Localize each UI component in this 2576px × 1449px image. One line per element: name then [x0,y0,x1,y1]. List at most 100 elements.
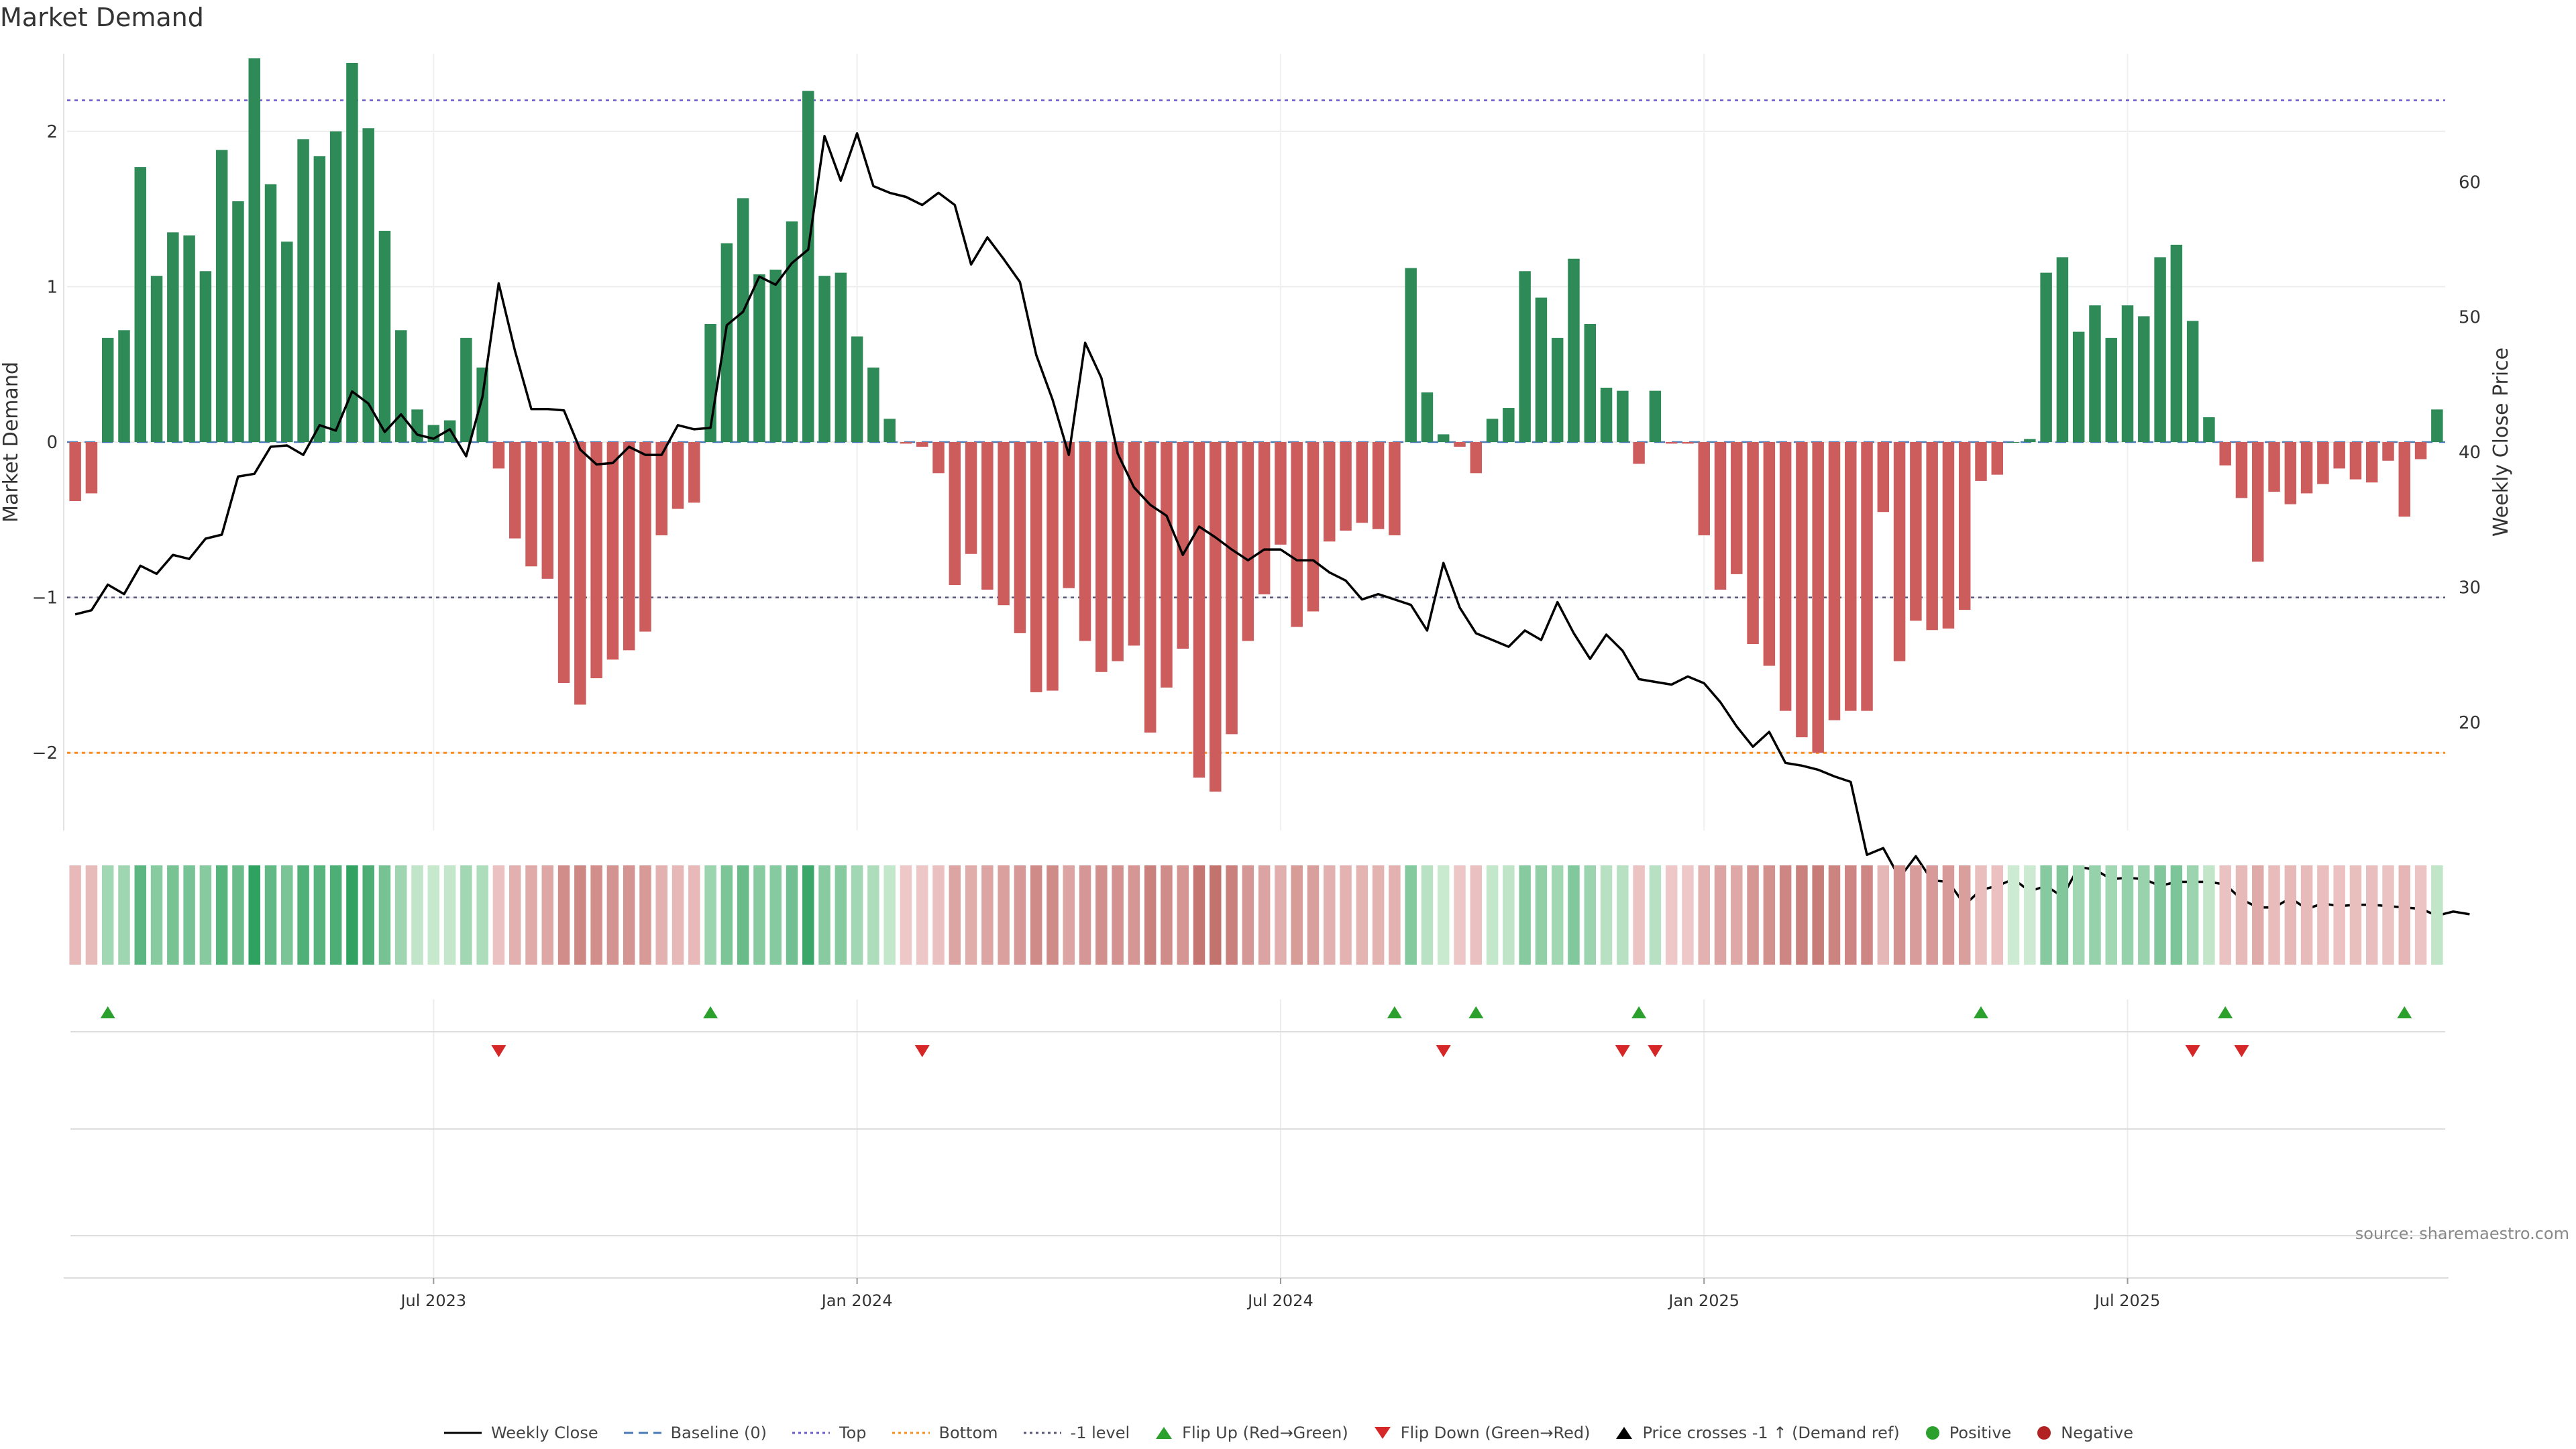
demand-bar [981,442,994,590]
flip-down-marker [1615,1045,1630,1057]
y2-tick-label: 60 [2459,172,2481,193]
y-tick-label: −2 [32,743,58,763]
strip-cell [835,865,847,965]
strip-cell [2431,865,2443,965]
demand-bar [1584,323,1596,442]
strip-cell [623,865,635,965]
strip-cell [2154,865,2166,965]
demand-bar [2398,442,2411,517]
demand-bar [835,272,847,442]
strip-cell [590,865,602,965]
flip-down-marker [491,1045,506,1057]
demand-bar [378,231,391,442]
demand-bar [883,419,896,442]
flip-up-marker [1468,1006,1484,1018]
demand-bar [1372,442,1385,529]
demand-bar [525,442,537,567]
strip-cell [1421,865,1434,965]
demand-bar [264,184,277,442]
demand-bar [2365,442,2378,483]
demand-bar [965,442,977,554]
strip-cell [362,865,374,965]
demand-bar [1079,442,1091,641]
strip-cell [1731,865,1743,965]
flip-up-marker [2397,1006,2412,1018]
strip-cell [1877,865,1890,965]
strip-cell [2235,865,2248,965]
strip-cell [1389,865,1401,965]
strip-cell [85,865,98,965]
demand-bar [492,442,505,469]
legend-item-price-cross: Price crosses -1 ↑ (Demand ref) [1614,1424,1900,1442]
demand-bar [541,442,554,579]
demand-bar [69,442,81,502]
triangle-up-black-icon [1616,1427,1633,1439]
demand-bar [1910,442,1922,621]
demand-bar [2089,305,2101,442]
strip-cell [1405,865,1417,965]
strip-cell [1470,865,1483,965]
legend-item-negative: Negative [2035,1424,2133,1442]
strip-cell [1275,865,1287,965]
strip-cell [1926,865,1938,965]
demand-bar [1356,442,1368,523]
strip-cell [900,865,912,965]
demand-bar [916,442,928,447]
demand-bar [134,167,147,442]
demand-bar [1926,442,1938,631]
strip-cell [167,865,179,965]
strip-cell [1812,865,1824,965]
strip-cell [1975,865,1987,965]
strip-cell [1910,865,1922,965]
strip-cell [1747,865,1759,965]
strip-cell [1633,865,1645,965]
strip-cell [395,865,407,965]
demand-bar [150,276,163,442]
demand-bar [2284,442,2297,504]
demand-bar [1454,442,1466,447]
demand-bar [1210,442,1222,792]
strip-cell [2252,865,2264,965]
y-axis-label: Market Demand [0,362,23,523]
strip-cell [1144,865,1157,965]
strip-cell [1893,865,1906,965]
demand-bar [1063,442,1075,588]
demand-bar [2186,321,2199,442]
strip-cell [1942,865,1955,965]
strip-cell [720,865,733,965]
strip-cell [1714,865,1727,965]
legend-item-baseline: Baseline (0) [623,1424,767,1442]
demand-bar [1698,442,1710,535]
strip-cell [818,865,830,965]
strip-cell [460,865,472,965]
legend-item-minus1: -1 level [1022,1424,1130,1442]
demand-bar [1437,434,1450,442]
demand-bar [1258,442,1271,594]
demand-bar [2040,272,2052,442]
circle-red-icon [2037,1426,2051,1440]
demand-bar [1779,442,1792,711]
demand-bar [1275,442,1287,545]
demand-bar [85,442,98,494]
triangle-up-green-icon [1156,1427,1173,1439]
strip-cell [802,865,814,965]
y-tick-label: −1 [32,588,58,608]
demand-bar [1682,442,1694,444]
demand-bar [1861,442,1873,711]
strip-cell [1958,865,1971,965]
line-dashed-icon [623,1432,661,1434]
flip-down-marker [2234,1045,2249,1057]
strip-cell [2040,865,2052,965]
strip-cell [329,865,342,965]
strip-cell [281,865,293,965]
strip-cell [672,865,684,965]
strip-cell [655,865,667,965]
demand-bar [118,330,130,442]
strip-cell [2186,865,2199,965]
price-line-layer [74,132,2470,917]
line-dotted-orange-icon [892,1432,930,1434]
demand-bar [655,442,667,535]
strip-cell [118,865,130,965]
demand-bar [1845,442,1857,711]
